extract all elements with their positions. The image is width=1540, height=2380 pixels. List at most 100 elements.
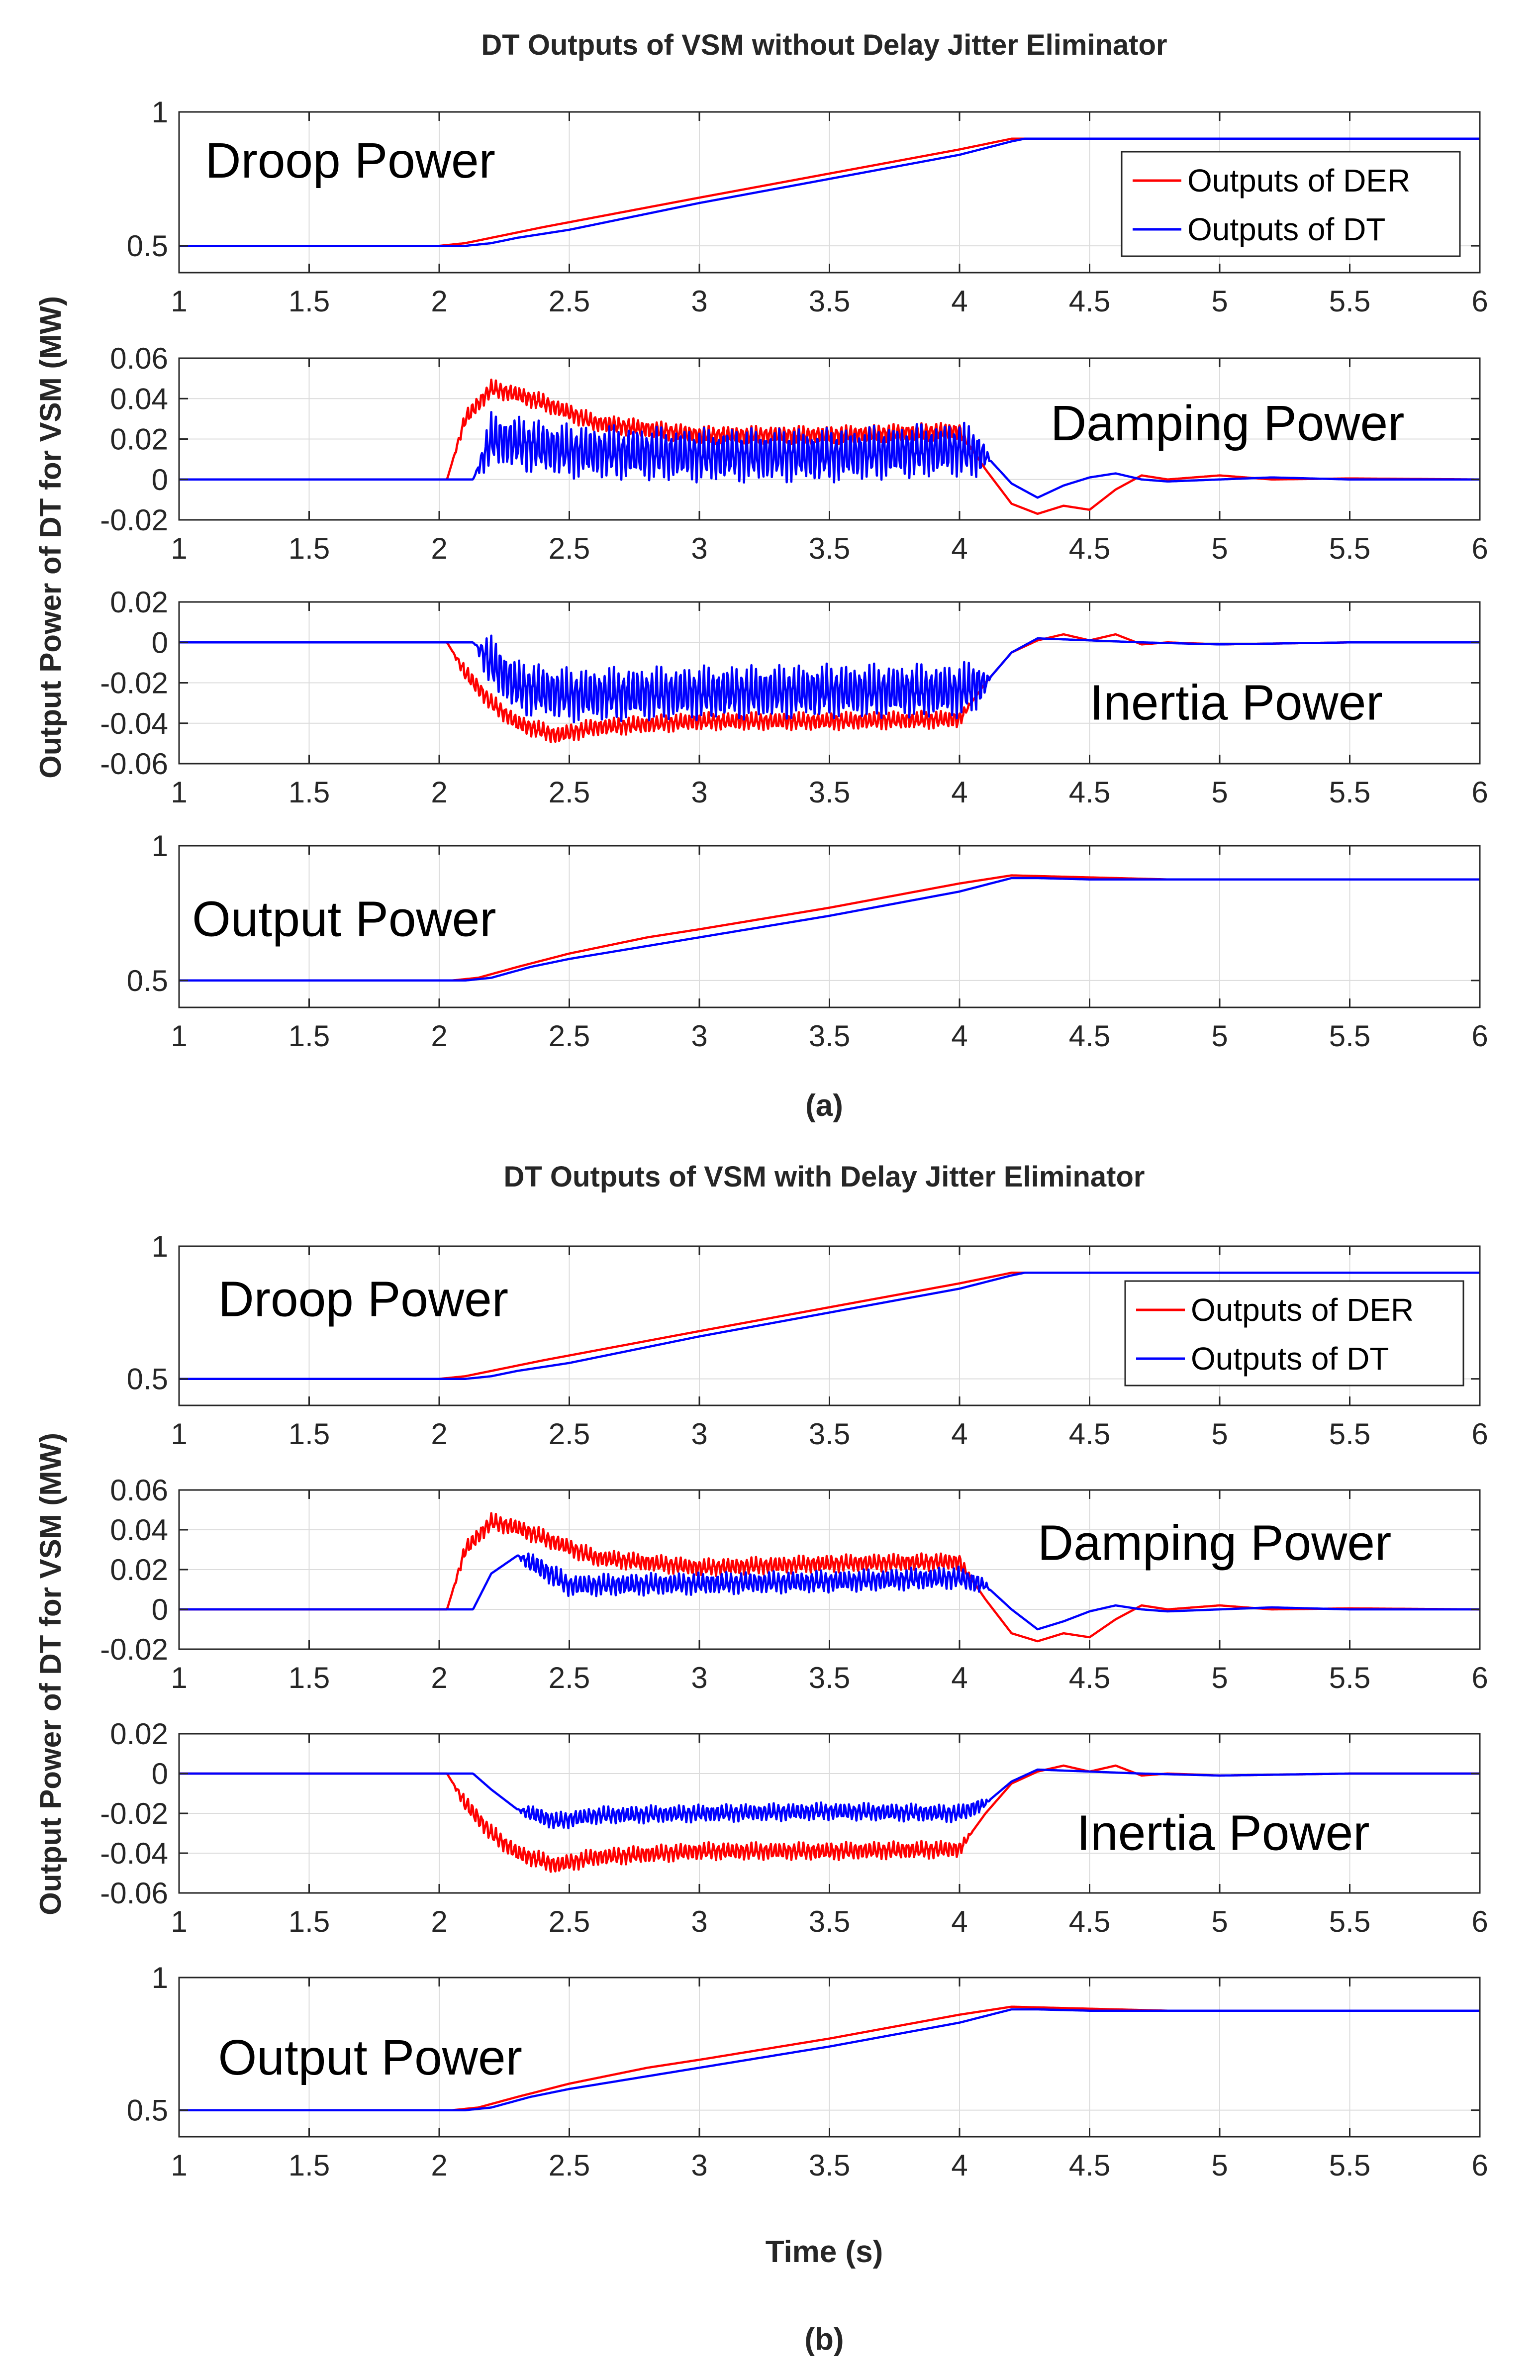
x-tick-label: 5.5: [1329, 1417, 1370, 1451]
x-tick-label: 2.5: [549, 532, 590, 565]
y-tick-label: 0.04: [110, 382, 168, 415]
x-tick-label: 2.5: [549, 1905, 590, 1938]
x-tick-label: 5.5: [1329, 1019, 1370, 1053]
caption-a: (a): [805, 1089, 843, 1123]
y-tick-label: -0.06: [100, 1877, 168, 1910]
series-line-dt: [179, 877, 1480, 982]
y-tick-label: 0.04: [110, 1513, 168, 1547]
y-axis-label-a: Output Power of DT for VSM (MW): [34, 296, 67, 779]
x-tick-label: 6: [1471, 1661, 1488, 1694]
x-tick-label: 4: [951, 1661, 967, 1694]
x-tick-label: 6: [1471, 1019, 1488, 1053]
x-tick-label: 5: [1211, 285, 1228, 318]
y-tick-label: -0.02: [100, 1797, 168, 1830]
y-tick-label: 0.02: [110, 586, 168, 619]
y-tick-label: 1: [152, 829, 168, 863]
y-tick-label: 0.5: [127, 1363, 168, 1396]
x-tick-label: 4: [951, 1019, 967, 1053]
y-tick-label: 0.02: [110, 1717, 168, 1751]
x-tick-label: 4.5: [1069, 285, 1110, 318]
panel-b-3: 1 1.5 2 2.5 3 3.5 4 4.5 5 5.5 6 -0.06 -0.04 -0.02 0 0.0…: [100, 1717, 1488, 1938]
y-tick-label: -0.06: [100, 747, 168, 781]
chart-title-b: DT Outputs of VSM with Delay Jitter Elim…: [504, 1161, 1145, 1193]
x-tick-label: 5: [1211, 532, 1228, 565]
x-tick-label: 3: [691, 2149, 707, 2182]
y-tick-label: 0: [152, 626, 168, 659]
x-tick-label: 5: [1211, 1905, 1228, 1938]
annotation-damping-power: Damping Power: [1038, 1515, 1391, 1571]
x-tick-label: 3: [691, 1661, 707, 1694]
x-tick-label: 4: [951, 2149, 967, 2182]
x-tick-label: 5: [1211, 1019, 1228, 1053]
x-tick-label: 3.5: [809, 2149, 850, 2182]
series-line-dt: [179, 1272, 1480, 1380]
panel-a-2: 1 1.5 2 2.5 3 3.5 4 4.5 5 5.5 6 -0.02 0 0.02 0.04 0.06 D…: [100, 342, 1488, 565]
x-tick-label: 6: [1471, 776, 1488, 809]
x-tick-label: 6: [1471, 2149, 1488, 2182]
x-tick-label: 4.5: [1069, 1019, 1110, 1053]
chart-title-a: DT Outputs of VSM without Delay Jitter E…: [481, 29, 1167, 61]
x-tick-label: 3: [691, 1019, 707, 1053]
x-tick-label: 3: [691, 1417, 707, 1451]
x-tick-label: 1.5: [289, 1661, 330, 1694]
y-tick-label: 0.02: [110, 423, 168, 456]
x-tick-label: 2: [431, 1417, 447, 1451]
x-tick-label: 1.5: [289, 1905, 330, 1938]
y-tick-label: 1: [152, 1961, 168, 1994]
x-tick-label: 5.5: [1329, 776, 1370, 809]
x-tick-label: 4.5: [1069, 1661, 1110, 1694]
x-tick-label: 1: [171, 532, 187, 565]
legend: Outputs of DER Outputs of DT: [1121, 151, 1461, 257]
x-tick-label: 4.5: [1069, 2149, 1110, 2182]
x-tick-label: 4: [951, 532, 967, 565]
x-tick-label: 1: [171, 776, 187, 809]
x-tick-label: 1.5: [289, 1019, 330, 1053]
x-tick-label: 3.5: [809, 1417, 850, 1451]
x-tick-label: 2: [431, 1905, 447, 1938]
y-tick-label: 0.5: [127, 229, 168, 263]
x-tick-label: 2.5: [549, 285, 590, 318]
y-tick-label: 0: [152, 463, 168, 496]
x-tick-label: 6: [1471, 1417, 1488, 1451]
x-tick-label: 1: [171, 1905, 187, 1938]
x-tick-label: 1.5: [289, 285, 330, 318]
x-tick-label: 1.5: [289, 2149, 330, 2182]
legend-box: [1124, 1280, 1464, 1387]
x-tick-label: 5.5: [1329, 1661, 1370, 1694]
annotation-output-power: Output Power: [192, 891, 496, 947]
x-tick-label: 2.5: [549, 1661, 590, 1694]
x-tick-label: 1: [171, 1661, 187, 1694]
y-tick-label: -0.02: [100, 667, 168, 700]
x-tick-label: 1.5: [289, 776, 330, 809]
y-tick-label: 0: [152, 1757, 168, 1790]
x-tick-label: 1: [171, 1019, 187, 1053]
series-line-dt: [179, 634, 1480, 723]
x-tick-label: 4: [951, 1417, 967, 1451]
x-tick-label: 3: [691, 1905, 707, 1938]
legend-label-dt: Outputs of DT: [1187, 211, 1385, 247]
y-axis-label-b: Output Power of DT for VSM (MW): [34, 1433, 67, 1915]
x-tick-label: 3.5: [809, 1661, 850, 1694]
series-line-dt: [179, 1552, 1480, 1631]
y-tick-label: 1: [152, 96, 168, 129]
annotation-inertia-power: Inertia Power: [1090, 675, 1383, 731]
y-tick-label: -0.04: [100, 1837, 168, 1870]
x-tick-label: 2: [431, 285, 447, 318]
annotation-droop-power: Droop Power: [218, 1272, 508, 1327]
series-line-dt: [179, 137, 1480, 247]
y-tick-label: -0.02: [100, 1633, 168, 1666]
series-line-dt: [179, 411, 1480, 499]
x-tick-label: 3: [691, 776, 707, 809]
x-tick-label: 3.5: [809, 1905, 850, 1938]
legend-box: [1121, 151, 1461, 257]
annotation-droop-power: Droop Power: [205, 133, 495, 189]
x-tick-label: 5.5: [1329, 532, 1370, 565]
x-tick-label: 3.5: [809, 532, 850, 565]
x-tick-label: 1: [171, 1417, 187, 1451]
legend: Outputs of DER Outputs of DT: [1124, 1280, 1464, 1387]
annotation-damping-power: Damping Power: [1051, 396, 1404, 451]
